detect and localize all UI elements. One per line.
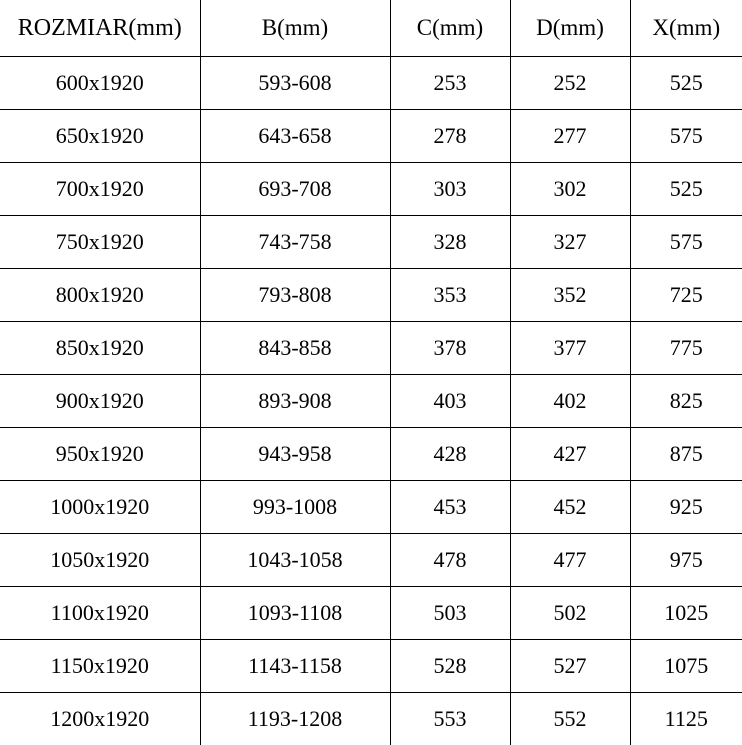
table-row: 600x1920593-608253252525 [0,57,742,110]
table-row: 650x1920643-658278277575 [0,110,742,163]
col-header-d: D(mm) [510,0,630,57]
cell-d: 552 [510,693,630,745]
table-row: 900x1920893-908403402825 [0,375,742,428]
cell-d: 252 [510,57,630,110]
col-header-x: X(mm) [630,0,742,57]
cell-rozmiar: 600x1920 [0,57,200,110]
cell-c: 478 [390,534,510,587]
cell-rozmiar: 1200x1920 [0,693,200,745]
cell-x: 1075 [630,640,742,693]
table-row: 1000x1920993-1008453452925 [0,481,742,534]
table-body: 600x1920593-608253252525650x1920643-6582… [0,57,742,745]
cell-x: 575 [630,216,742,269]
cell-x: 725 [630,269,742,322]
cell-c: 528 [390,640,510,693]
cell-d: 277 [510,110,630,163]
cell-rozmiar: 1100x1920 [0,587,200,640]
cell-rozmiar: 1050x1920 [0,534,200,587]
cell-x: 925 [630,481,742,534]
cell-rozmiar: 700x1920 [0,163,200,216]
cell-d: 527 [510,640,630,693]
cell-b: 1043-1058 [200,534,390,587]
cell-b: 693-708 [200,163,390,216]
cell-rozmiar: 850x1920 [0,322,200,375]
cell-c: 303 [390,163,510,216]
col-header-b: B(mm) [200,0,390,57]
cell-rozmiar: 1150x1920 [0,640,200,693]
cell-rozmiar: 950x1920 [0,428,200,481]
cell-d: 302 [510,163,630,216]
table-row: 850x1920843-858378377775 [0,322,742,375]
cell-rozmiar: 750x1920 [0,216,200,269]
cell-d: 402 [510,375,630,428]
cell-d: 452 [510,481,630,534]
cell-b: 943-958 [200,428,390,481]
cell-c: 428 [390,428,510,481]
cell-d: 377 [510,322,630,375]
table-row: 1100x19201093-11085035021025 [0,587,742,640]
cell-c: 553 [390,693,510,745]
cell-rozmiar: 800x1920 [0,269,200,322]
cell-c: 403 [390,375,510,428]
cell-c: 453 [390,481,510,534]
cell-c: 353 [390,269,510,322]
table-row: 1200x19201193-12085535521125 [0,693,742,745]
cell-c: 503 [390,587,510,640]
table-row: 950x1920943-958428427875 [0,428,742,481]
cell-x: 875 [630,428,742,481]
cell-c: 278 [390,110,510,163]
cell-b: 593-608 [200,57,390,110]
cell-c: 253 [390,57,510,110]
cell-d: 327 [510,216,630,269]
table-header-row: ROZMIAR(mm) B(mm) C(mm) D(mm) X(mm) [0,0,742,57]
cell-rozmiar: 1000x1920 [0,481,200,534]
cell-d: 477 [510,534,630,587]
cell-rozmiar: 900x1920 [0,375,200,428]
cell-b: 793-808 [200,269,390,322]
cell-b: 1193-1208 [200,693,390,745]
cell-x: 525 [630,57,742,110]
table-row: 1150x19201143-11585285271075 [0,640,742,693]
cell-d: 427 [510,428,630,481]
table-row: 700x1920693-708303302525 [0,163,742,216]
cell-b: 1093-1108 [200,587,390,640]
cell-x: 975 [630,534,742,587]
col-header-rozmiar: ROZMIAR(mm) [0,0,200,57]
cell-c: 378 [390,322,510,375]
cell-x: 525 [630,163,742,216]
cell-x: 1025 [630,587,742,640]
cell-x: 575 [630,110,742,163]
cell-b: 643-658 [200,110,390,163]
cell-b: 993-1008 [200,481,390,534]
table-row: 800x1920793-808353352725 [0,269,742,322]
cell-rozmiar: 650x1920 [0,110,200,163]
cell-c: 328 [390,216,510,269]
cell-d: 502 [510,587,630,640]
cell-d: 352 [510,269,630,322]
cell-x: 1125 [630,693,742,745]
cell-b: 893-908 [200,375,390,428]
col-header-c: C(mm) [390,0,510,57]
cell-x: 825 [630,375,742,428]
cell-b: 743-758 [200,216,390,269]
cell-b: 843-858 [200,322,390,375]
dimensions-table: ROZMIAR(mm) B(mm) C(mm) D(mm) X(mm) 600x… [0,0,742,745]
table-row: 750x1920743-758328327575 [0,216,742,269]
table-row: 1050x19201043-1058478477975 [0,534,742,587]
cell-x: 775 [630,322,742,375]
cell-b: 1143-1158 [200,640,390,693]
